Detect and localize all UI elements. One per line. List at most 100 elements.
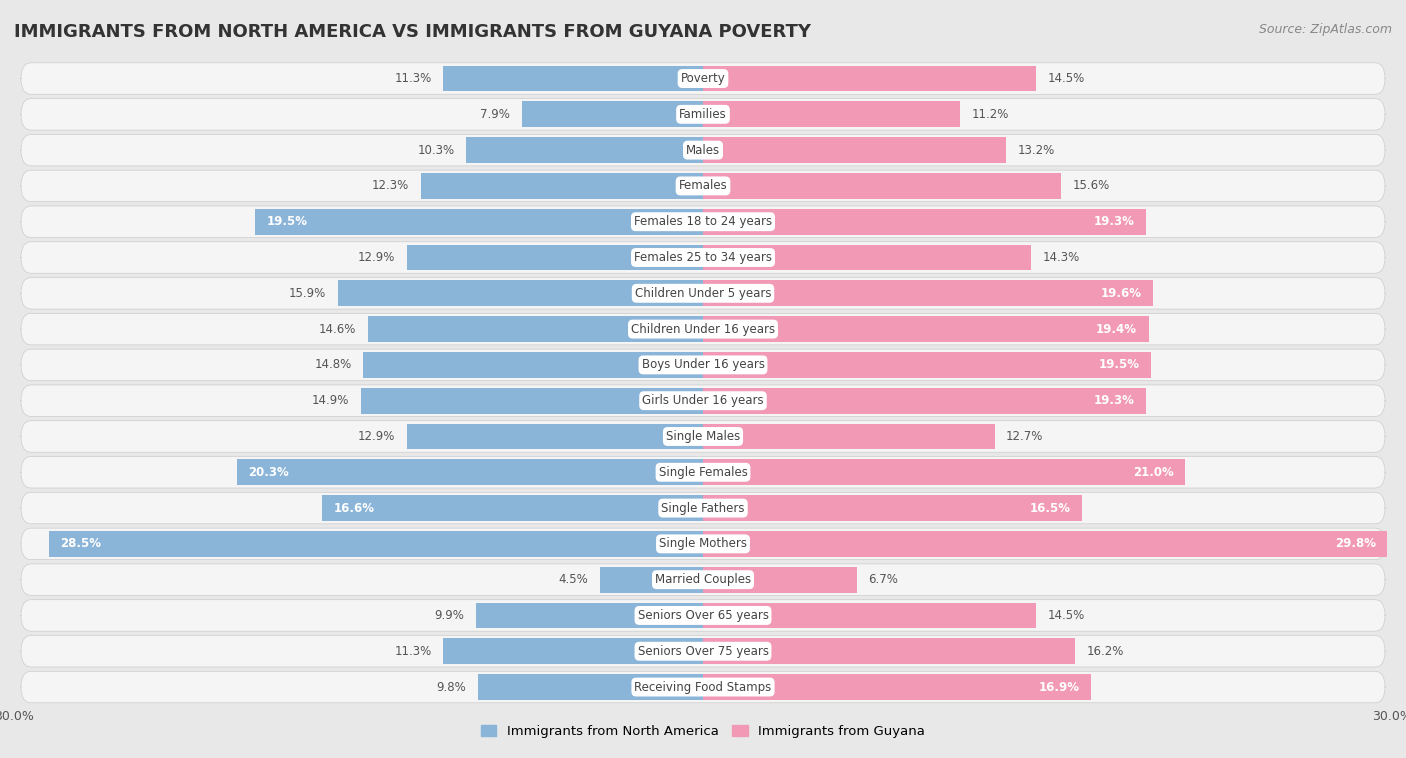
Bar [467, 137, 703, 163]
Bar [703, 66, 1036, 92]
FancyBboxPatch shape [21, 564, 1385, 596]
Bar [703, 352, 1152, 377]
Bar [522, 102, 703, 127]
Bar [475, 603, 703, 628]
Text: 15.6%: 15.6% [1073, 180, 1109, 193]
Text: 12.9%: 12.9% [359, 430, 395, 443]
Bar [236, 459, 703, 485]
Text: Girls Under 16 years: Girls Under 16 years [643, 394, 763, 407]
FancyBboxPatch shape [21, 349, 1385, 381]
Bar [703, 674, 1091, 700]
Text: 19.4%: 19.4% [1097, 323, 1137, 336]
Text: 16.9%: 16.9% [1039, 681, 1080, 694]
Bar [478, 674, 703, 700]
FancyBboxPatch shape [21, 600, 1385, 631]
Text: IMMIGRANTS FROM NORTH AMERICA VS IMMIGRANTS FROM GUYANA POVERTY: IMMIGRANTS FROM NORTH AMERICA VS IMMIGRA… [14, 23, 811, 41]
Text: Seniors Over 65 years: Seniors Over 65 years [637, 609, 769, 622]
Text: Receiving Food Stamps: Receiving Food Stamps [634, 681, 772, 694]
Text: 20.3%: 20.3% [249, 465, 290, 479]
Bar [703, 424, 994, 449]
FancyBboxPatch shape [21, 277, 1385, 309]
Bar [703, 137, 1007, 163]
FancyBboxPatch shape [21, 421, 1385, 453]
FancyBboxPatch shape [21, 134, 1385, 166]
FancyBboxPatch shape [21, 63, 1385, 94]
Text: Single Females: Single Females [658, 465, 748, 479]
Text: 16.2%: 16.2% [1087, 645, 1123, 658]
FancyBboxPatch shape [21, 635, 1385, 667]
Text: 10.3%: 10.3% [418, 143, 456, 157]
Text: 11.2%: 11.2% [972, 108, 1010, 121]
Text: 14.6%: 14.6% [319, 323, 356, 336]
FancyBboxPatch shape [21, 528, 1385, 559]
Text: 15.9%: 15.9% [290, 287, 326, 300]
Bar [363, 352, 703, 377]
Text: 11.3%: 11.3% [395, 72, 432, 85]
Bar [703, 603, 1036, 628]
Bar [703, 638, 1076, 664]
Text: 19.3%: 19.3% [1094, 394, 1135, 407]
Text: 13.2%: 13.2% [1018, 143, 1054, 157]
Bar [703, 567, 856, 593]
Text: 16.6%: 16.6% [333, 502, 374, 515]
Text: Poverty: Poverty [681, 72, 725, 85]
Bar [703, 280, 1153, 306]
Text: Married Couples: Married Couples [655, 573, 751, 586]
Text: 14.3%: 14.3% [1043, 251, 1080, 264]
Bar [703, 102, 960, 127]
FancyBboxPatch shape [21, 493, 1385, 524]
FancyBboxPatch shape [21, 171, 1385, 202]
Bar [256, 208, 703, 235]
Text: 21.0%: 21.0% [1133, 465, 1174, 479]
Text: Seniors Over 75 years: Seniors Over 75 years [637, 645, 769, 658]
Bar [703, 495, 1083, 521]
Bar [703, 316, 1149, 342]
Bar [443, 638, 703, 664]
FancyBboxPatch shape [21, 99, 1385, 130]
FancyBboxPatch shape [21, 313, 1385, 345]
Text: 4.5%: 4.5% [558, 573, 588, 586]
Bar [599, 567, 703, 593]
Text: Single Mothers: Single Mothers [659, 537, 747, 550]
Bar [703, 531, 1388, 556]
Text: 11.3%: 11.3% [395, 645, 432, 658]
Text: 14.8%: 14.8% [315, 359, 352, 371]
Text: 28.5%: 28.5% [60, 537, 101, 550]
FancyBboxPatch shape [21, 242, 1385, 274]
Bar [703, 245, 1032, 271]
Text: 9.8%: 9.8% [437, 681, 467, 694]
Bar [48, 531, 703, 556]
Text: 19.5%: 19.5% [1098, 359, 1139, 371]
Bar [703, 173, 1062, 199]
Text: 14.5%: 14.5% [1047, 609, 1084, 622]
Text: 9.9%: 9.9% [434, 609, 464, 622]
FancyBboxPatch shape [21, 385, 1385, 416]
Bar [406, 245, 703, 271]
FancyBboxPatch shape [21, 206, 1385, 237]
Text: Females 25 to 34 years: Females 25 to 34 years [634, 251, 772, 264]
Text: 19.3%: 19.3% [1094, 215, 1135, 228]
Bar [703, 388, 1146, 414]
FancyBboxPatch shape [21, 672, 1385, 703]
Bar [361, 388, 703, 414]
Text: 19.6%: 19.6% [1101, 287, 1142, 300]
Bar [420, 173, 703, 199]
Text: 14.9%: 14.9% [312, 394, 349, 407]
Text: Boys Under 16 years: Boys Under 16 years [641, 359, 765, 371]
Bar [703, 208, 1146, 235]
Text: 12.9%: 12.9% [359, 251, 395, 264]
Text: Females 18 to 24 years: Females 18 to 24 years [634, 215, 772, 228]
Text: 19.5%: 19.5% [267, 215, 308, 228]
Text: 29.8%: 29.8% [1334, 537, 1376, 550]
Legend: Immigrants from North America, Immigrants from Guyana: Immigrants from North America, Immigrant… [475, 720, 931, 744]
Text: Females: Females [679, 180, 727, 193]
Text: 7.9%: 7.9% [481, 108, 510, 121]
Bar [322, 495, 703, 521]
Bar [406, 424, 703, 449]
Text: Males: Males [686, 143, 720, 157]
Text: 14.5%: 14.5% [1047, 72, 1084, 85]
Bar [443, 66, 703, 92]
Text: 12.3%: 12.3% [371, 180, 409, 193]
Bar [368, 316, 703, 342]
Text: Families: Families [679, 108, 727, 121]
